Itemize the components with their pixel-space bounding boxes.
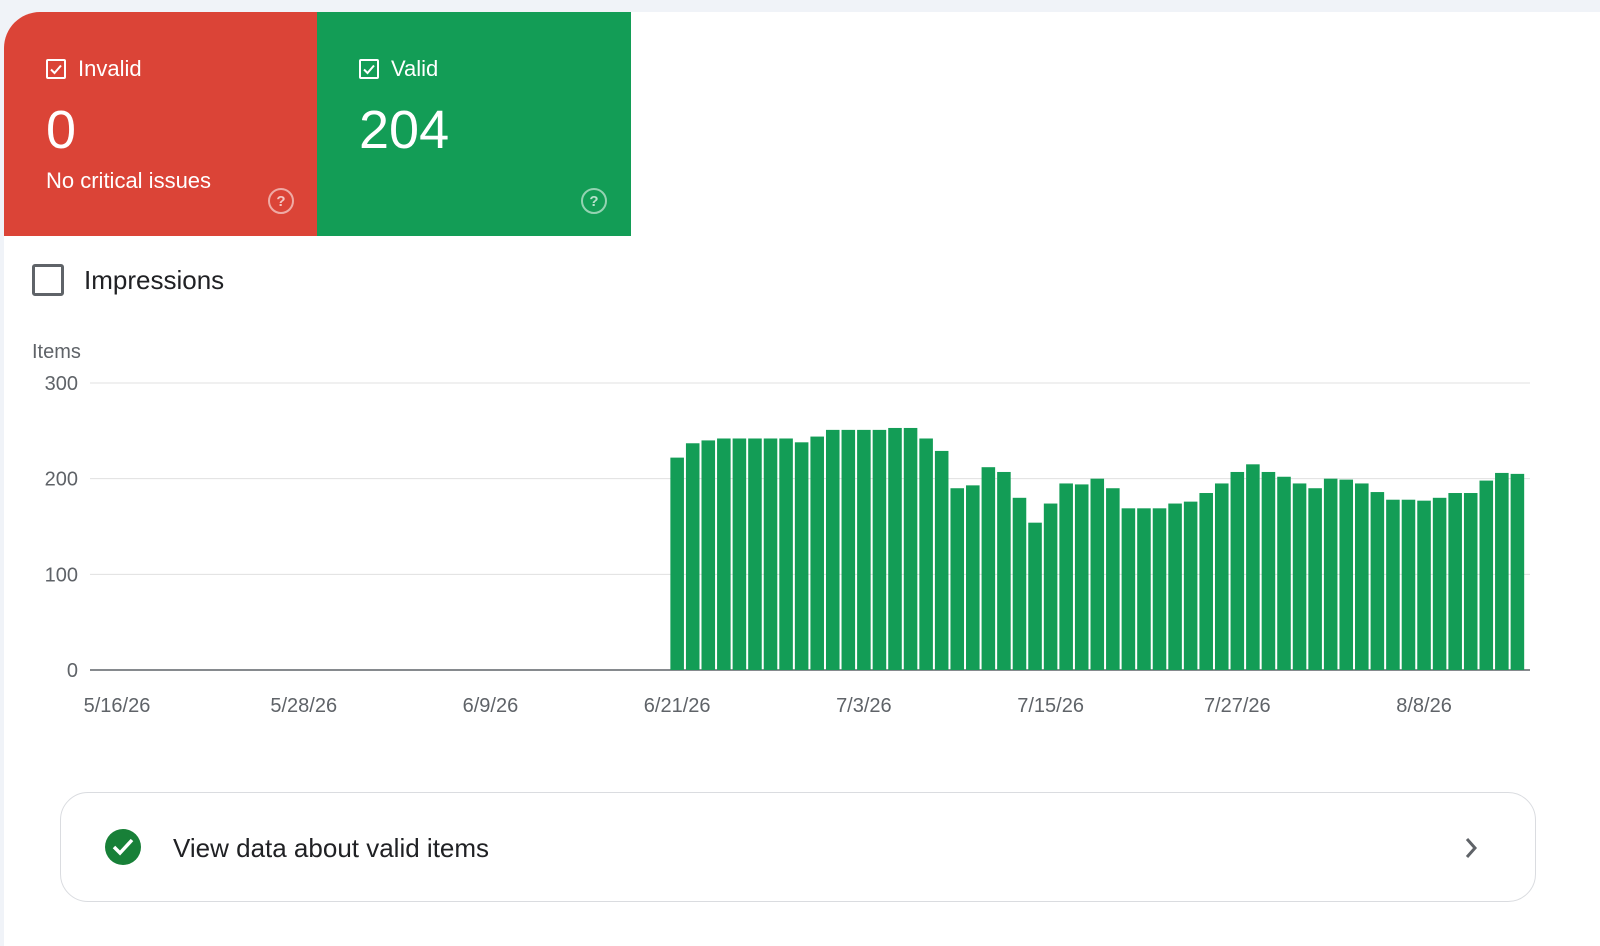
chart-bar[interactable] xyxy=(1074,484,1089,670)
help-icon[interactable]: ? xyxy=(268,188,294,214)
chart-bar[interactable] xyxy=(1463,493,1478,670)
chart-bar[interactable] xyxy=(748,438,762,670)
chart-bar[interactable] xyxy=(685,443,700,670)
chart-bar[interactable] xyxy=(1401,499,1416,670)
impressions-label: Impressions xyxy=(84,264,225,295)
chart-bar[interactable] xyxy=(701,440,716,670)
chart-bar[interactable] xyxy=(1448,493,1462,670)
invalid-count: 0 xyxy=(46,100,77,160)
chart-bar[interactable] xyxy=(1370,492,1385,670)
chart-bar[interactable] xyxy=(841,429,856,670)
items-chart: Items 300 200 100 0 5/16/26 5/28/26 6/9/26 6/21/… xyxy=(32,341,1530,717)
chart-bar[interactable] xyxy=(1432,497,1447,670)
valid-toggle[interactable]: Valid xyxy=(359,56,438,82)
valid-tile[interactable]: Valid 204 ? xyxy=(317,12,631,236)
chart-bar[interactable] xyxy=(1059,483,1073,670)
chart-bar[interactable] xyxy=(1323,478,1338,670)
valid-checkbox[interactable] xyxy=(359,59,379,79)
valid-label: Valid xyxy=(391,56,439,81)
y-tick-label: 0 xyxy=(67,660,78,682)
view-valid-items-link[interactable]: View data about valid items xyxy=(60,792,1536,902)
chart-bar[interactable] xyxy=(1417,500,1431,670)
chart-bar[interactable] xyxy=(1106,488,1120,670)
chart-bar[interactable] xyxy=(1230,471,1245,670)
x-tick-label: 5/16/26 xyxy=(84,695,151,717)
impressions-toggle[interactable]: Impressions xyxy=(32,264,224,296)
chart-bar[interactable] xyxy=(825,429,840,670)
chart-bar[interactable] xyxy=(1152,508,1167,670)
chart-bar[interactable] xyxy=(1012,497,1027,670)
chart-bar[interactable] xyxy=(1028,522,1042,670)
y-tick-label: 200 xyxy=(45,469,78,491)
y-axis-label: Items xyxy=(32,341,81,363)
x-tick-label: 5/28/26 xyxy=(270,695,337,717)
invalid-label: Invalid xyxy=(78,56,142,81)
chart-bar[interactable] xyxy=(1214,483,1229,670)
chart-bar[interactable] xyxy=(1495,472,1509,670)
report-card: Invalid 0 No critical issues ? Valid 204… xyxy=(4,12,1600,946)
check-circle-icon xyxy=(105,829,141,865)
chart-bar[interactable] xyxy=(919,438,933,670)
chart-bar[interactable] xyxy=(1183,501,1198,670)
chart-bar[interactable] xyxy=(763,438,778,670)
x-tick-label: 6/21/26 xyxy=(644,695,711,717)
chart-bar[interactable] xyxy=(981,467,996,670)
chart-bar[interactable] xyxy=(966,485,980,670)
chart-bar[interactable] xyxy=(934,450,949,670)
chart-bar[interactable] xyxy=(794,442,809,670)
chart-bar[interactable] xyxy=(717,438,731,670)
invalid-toggle[interactable]: Invalid xyxy=(46,56,142,82)
invalid-subtitle: No critical issues xyxy=(46,168,212,193)
chart-bar[interactable] xyxy=(903,427,918,670)
chart-bar[interactable] xyxy=(732,438,747,670)
x-tick-label: 7/27/26 xyxy=(1204,695,1271,717)
chart-bar[interactable] xyxy=(872,429,887,670)
help-icon[interactable]: ? xyxy=(581,188,607,214)
impressions-checkbox[interactable] xyxy=(32,264,64,296)
y-tick-label: 300 xyxy=(45,373,78,395)
view-valid-items-label: View data about valid items xyxy=(173,833,490,863)
chart-bar[interactable] xyxy=(857,429,871,670)
chart-bar[interactable] xyxy=(810,436,824,670)
chart-bar[interactable] xyxy=(1386,499,1400,670)
chevron-right-icon xyxy=(1465,838,1478,858)
chart-bar[interactable] xyxy=(1277,476,1291,670)
chart-bar[interactable] xyxy=(1479,480,1494,670)
chart-bar[interactable] xyxy=(1292,483,1307,670)
chart-bar[interactable] xyxy=(1121,508,1136,670)
chart-bar[interactable] xyxy=(1246,464,1260,670)
x-tick-label: 7/15/26 xyxy=(1017,695,1084,717)
x-tick-label: 7/3/26 xyxy=(836,695,892,717)
chart-bar[interactable] xyxy=(1510,473,1525,670)
valid-count: 204 xyxy=(359,100,450,160)
chart-bar[interactable] xyxy=(950,488,965,670)
chart-bar[interactable] xyxy=(1090,478,1105,670)
chart-bar[interactable] xyxy=(1199,493,1213,670)
x-tick-label: 8/8/26 xyxy=(1396,695,1452,717)
y-tick-label: 100 xyxy=(45,564,78,586)
chart-bar[interactable] xyxy=(1168,503,1182,670)
chart-bar[interactable] xyxy=(888,427,902,670)
chart-bar[interactable] xyxy=(997,471,1011,670)
invalid-tile[interactable]: Invalid 0 No critical issues ? xyxy=(4,12,317,236)
chart-bar[interactable] xyxy=(670,457,684,670)
invalid-checkbox[interactable] xyxy=(46,59,66,79)
chart-bar[interactable] xyxy=(1339,479,1354,670)
chart-bar[interactable] xyxy=(1261,471,1276,670)
chart-bar[interactable] xyxy=(779,438,793,670)
chart-bar[interactable] xyxy=(1308,488,1322,670)
chart-bar[interactable] xyxy=(1043,503,1058,670)
chart-bar[interactable] xyxy=(1355,483,1369,670)
chart-bar[interactable] xyxy=(1137,508,1151,670)
x-tick-label: 6/9/26 xyxy=(463,695,519,717)
